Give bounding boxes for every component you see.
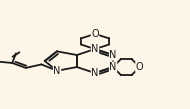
Text: O: O — [136, 62, 143, 72]
Text: N: N — [109, 50, 117, 60]
Text: O: O — [91, 29, 99, 39]
Text: N: N — [91, 68, 99, 78]
Text: N: N — [91, 44, 99, 54]
Text: N: N — [109, 62, 117, 72]
Text: N: N — [53, 66, 61, 76]
